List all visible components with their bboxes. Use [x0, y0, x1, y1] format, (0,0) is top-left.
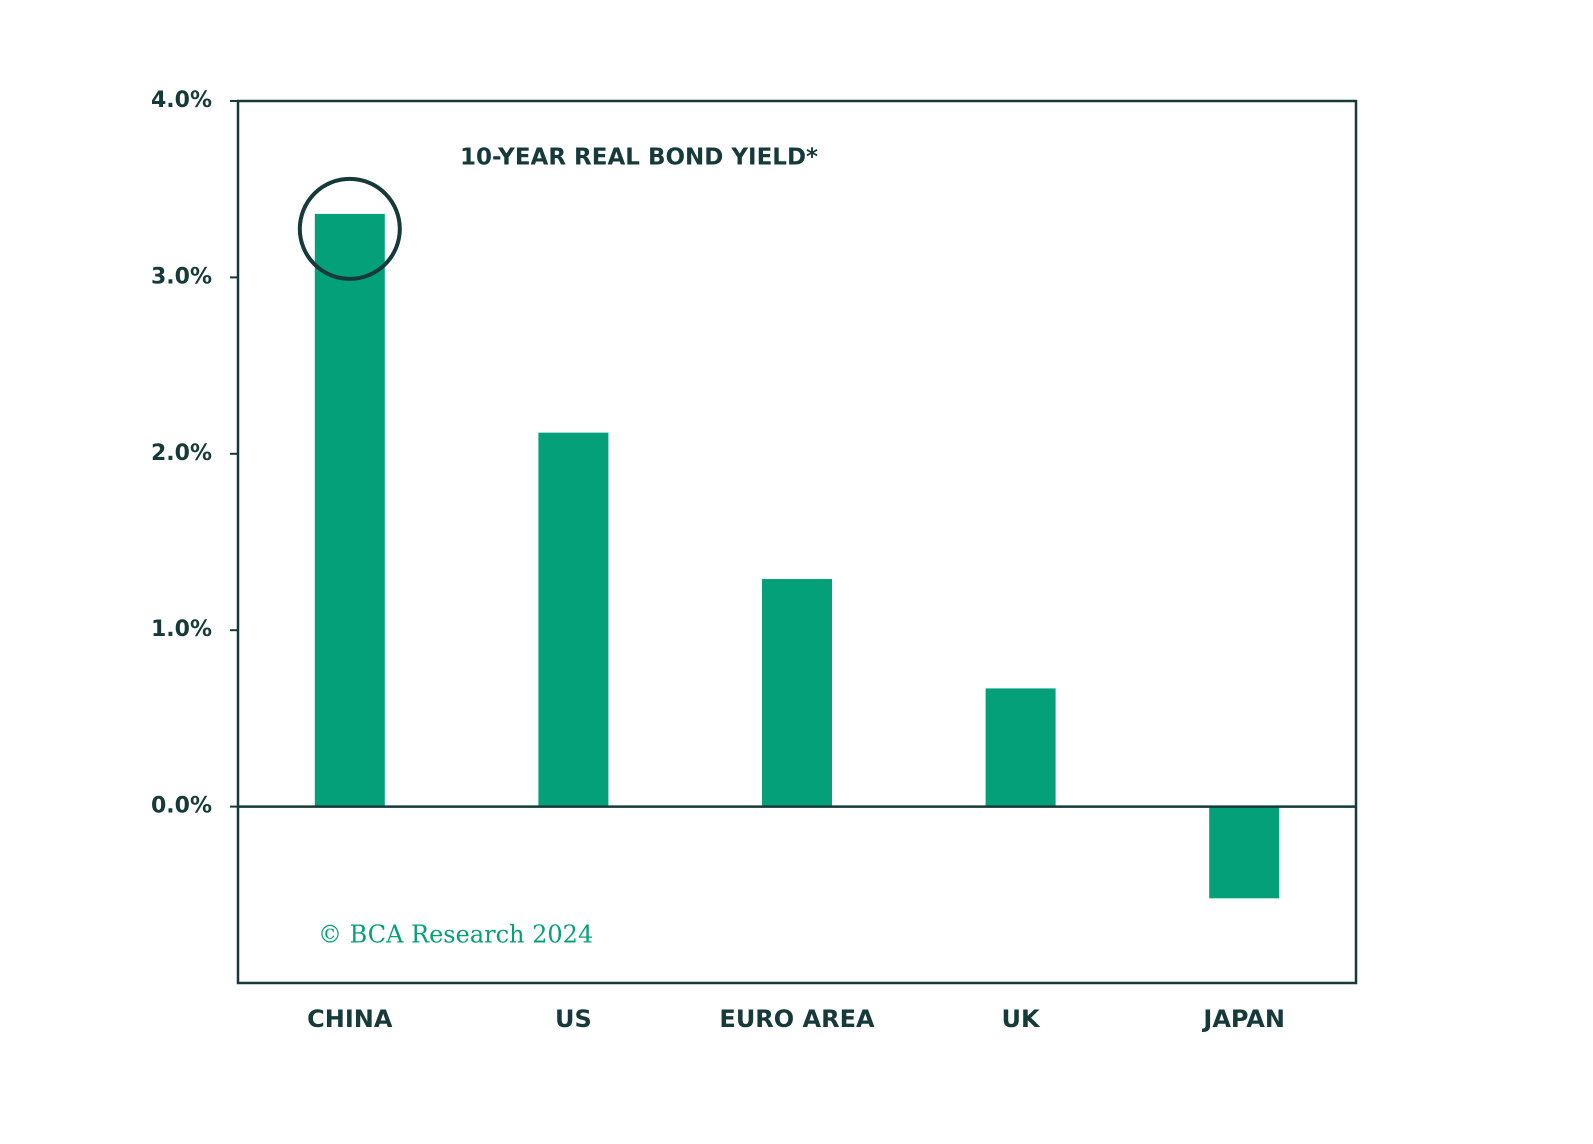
y-tick-label: 3.0%	[151, 264, 212, 289]
x-tick-label: US	[555, 1005, 592, 1033]
x-tick-label: UK	[1002, 1005, 1041, 1033]
bar	[538, 432, 609, 807]
x-tick-label: CHINA	[307, 1005, 393, 1033]
y-tick-label: 2.0%	[151, 441, 212, 466]
y-tick-label: 4.0%	[151, 88, 212, 113]
y-tick-label: 0.0%	[151, 794, 212, 819]
plot-frame	[236, 99, 1358, 985]
y-tick-label: 1.0%	[151, 617, 212, 642]
x-tick-label: JAPAN	[1201, 1005, 1285, 1033]
bar	[985, 688, 1056, 807]
watermark: © BCA Research 2024	[318, 921, 593, 949]
bar	[762, 579, 832, 807]
bar	[1209, 806, 1280, 899]
highlight-circle	[297, 176, 402, 281]
bar	[314, 213, 385, 807]
chart-title: 10-YEAR REAL BOND YIELD*	[460, 145, 818, 171]
x-tick-label: EURO AREA	[719, 1005, 875, 1033]
